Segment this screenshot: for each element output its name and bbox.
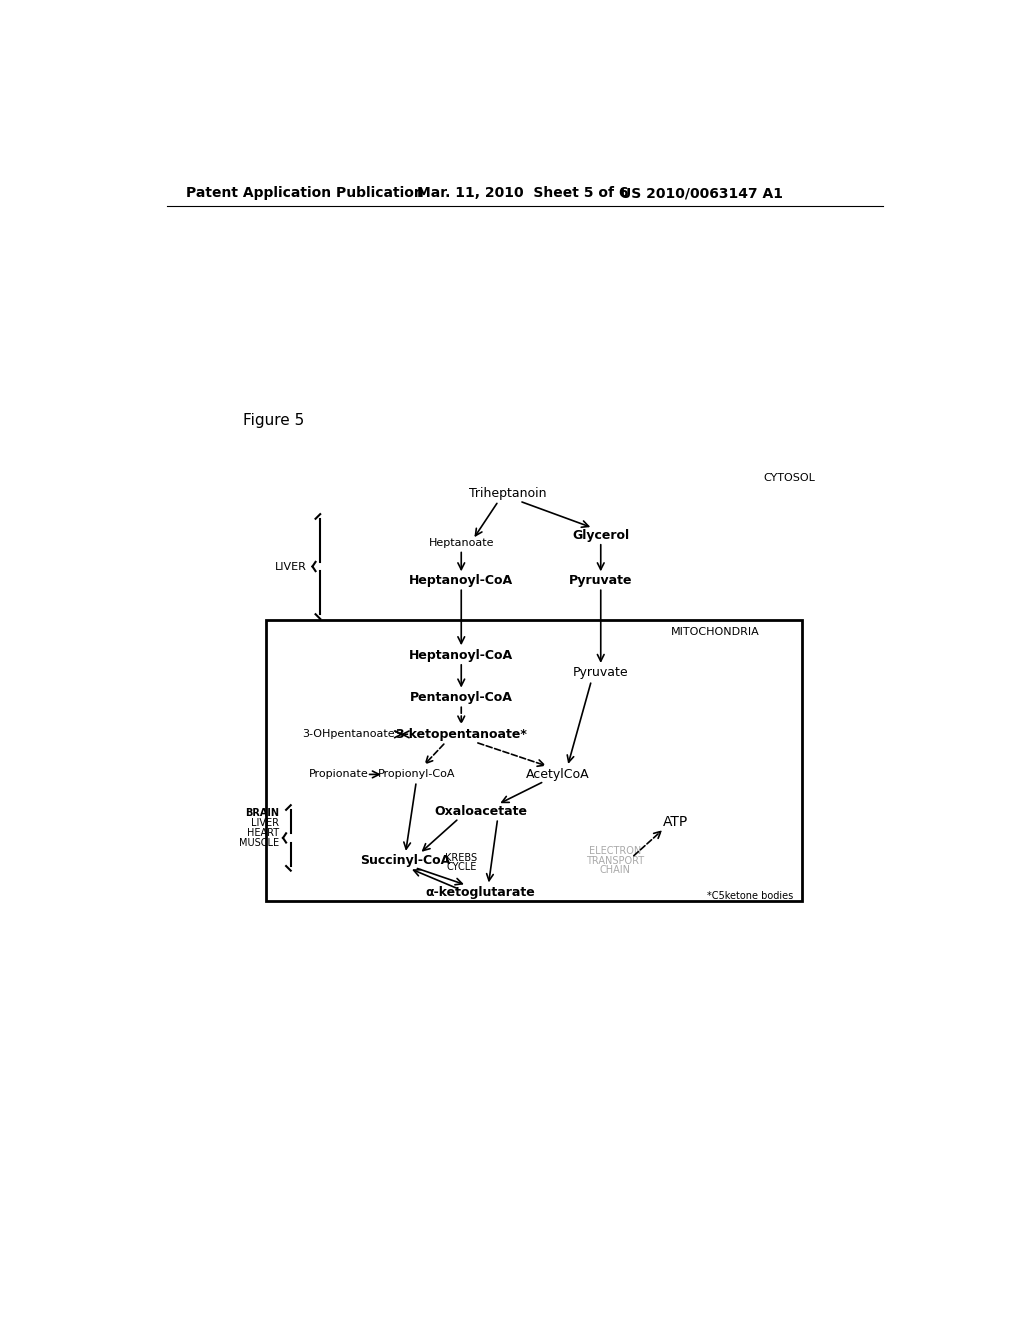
Text: HEART: HEART [247,828,280,838]
Text: CHAIN: CHAIN [599,865,630,875]
Text: Propionyl-CoA: Propionyl-CoA [378,770,455,779]
Text: CYTOSOL: CYTOSOL [764,473,815,483]
Text: Propionate: Propionate [309,770,369,779]
Text: Pentanoyl-CoA: Pentanoyl-CoA [410,690,513,704]
Text: ATP: ATP [663,816,688,829]
Bar [266,620,802,902]
Text: *C5ketone bodies: *C5ketone bodies [707,891,793,902]
Text: Succinyl-CoA: Succinyl-CoA [360,854,451,867]
Text: KREBS: KREBS [445,853,477,862]
Text: CYCLE: CYCLE [446,862,476,871]
Text: LIVER: LIVER [274,561,306,572]
Text: Mar. 11, 2010  Sheet 5 of 6: Mar. 11, 2010 Sheet 5 of 6 [417,186,629,201]
Text: Pyruvate: Pyruvate [573,667,629,680]
Text: Patent Application Publication: Patent Application Publication [186,186,424,201]
Text: 3-OHpentanoate*: 3-OHpentanoate* [302,730,400,739]
Text: Triheptanoin: Triheptanoin [469,487,547,500]
Text: Heptanoyl-CoA: Heptanoyl-CoA [410,574,513,587]
Text: LIVER: LIVER [251,818,280,828]
Text: α-ketoglutarate: α-ketoglutarate [426,886,536,899]
Text: Pyruvate: Pyruvate [569,574,633,587]
Text: AcetylCoA: AcetylCoA [526,768,590,781]
Text: Figure 5: Figure 5 [243,413,304,428]
Text: 3-ketopentanoate*: 3-ketopentanoate* [395,727,527,741]
Text: US 2010/0063147 A1: US 2010/0063147 A1 [621,186,783,201]
Text: Oxaloacetate: Oxaloacetate [434,805,527,818]
Text: MUSCLE: MUSCLE [239,838,280,847]
Text: Glycerol: Glycerol [572,529,630,543]
Text: BRAIN: BRAIN [245,808,280,818]
Text: MITOCHONDRIA: MITOCHONDRIA [671,627,759,638]
Text: Heptanoyl-CoA: Heptanoyl-CoA [410,648,513,661]
Text: Heptanoate: Heptanoate [428,539,494,548]
Text: TRANSPORT: TRANSPORT [586,855,644,866]
Text: ELECTRON: ELECTRON [589,846,641,857]
